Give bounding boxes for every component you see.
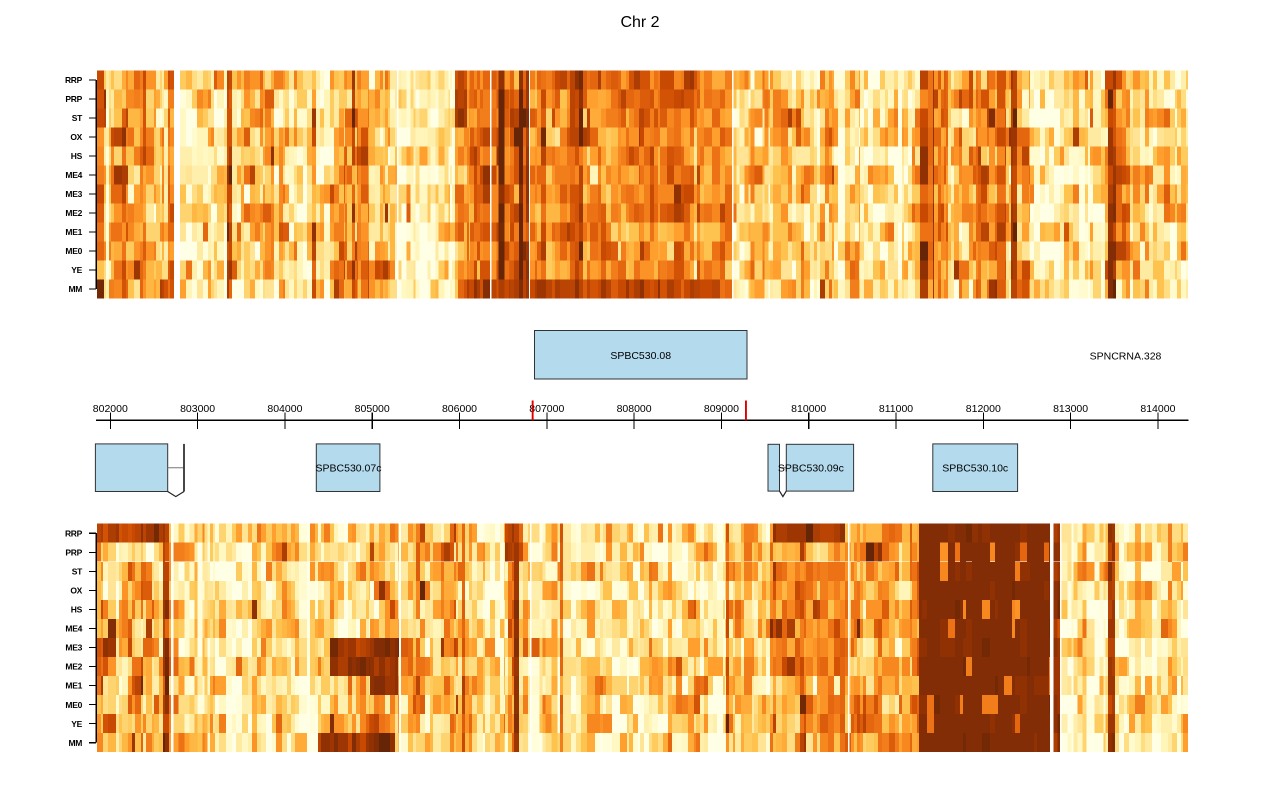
svg-text:RRP: RRP: [65, 75, 83, 85]
svg-text:MM: MM: [68, 284, 82, 294]
svg-text:805000: 805000: [355, 403, 390, 415]
svg-text:ME0: ME0: [65, 246, 82, 256]
svg-text:ME2: ME2: [65, 208, 82, 218]
svg-text:ST: ST: [72, 113, 83, 123]
svg-text:813000: 813000: [1053, 403, 1088, 415]
svg-text:HS: HS: [71, 605, 83, 615]
svg-text:807000: 807000: [529, 403, 564, 415]
svg-text:OX: OX: [70, 132, 82, 142]
svg-text:HS: HS: [71, 151, 83, 161]
svg-text:804000: 804000: [267, 403, 302, 415]
svg-text:806000: 806000: [442, 403, 477, 415]
svg-text:ME0: ME0: [65, 700, 82, 710]
svg-text:810000: 810000: [791, 403, 826, 415]
svg-text:ME2: ME2: [65, 662, 82, 672]
svg-text:SPBC530.09c: SPBC530.09c: [778, 463, 844, 475]
svg-text:OX: OX: [70, 586, 82, 596]
svg-text:PRP: PRP: [65, 548, 82, 558]
svg-text:Chr 2: Chr 2: [620, 14, 659, 31]
svg-text:MM: MM: [68, 738, 82, 748]
svg-text:YE: YE: [71, 719, 82, 729]
svg-text:PRP: PRP: [65, 94, 82, 104]
svg-text:ME1: ME1: [65, 681, 82, 691]
svg-text:809000: 809000: [704, 403, 739, 415]
svg-text:811000: 811000: [879, 403, 913, 415]
svg-text:ST: ST: [72, 567, 83, 577]
svg-text:812000: 812000: [966, 403, 1001, 415]
svg-text:ME3: ME3: [65, 189, 82, 199]
svg-text:ME1: ME1: [65, 227, 82, 237]
svg-text:SPNCRNA.328: SPNCRNA.328: [1090, 351, 1162, 363]
svg-text:ME4: ME4: [65, 170, 82, 180]
svg-text:814000: 814000: [1140, 403, 1175, 415]
svg-text:SPBC530.07c: SPBC530.07c: [316, 463, 382, 475]
svg-text:YE: YE: [71, 265, 82, 275]
svg-text:SPBC530.08: SPBC530.08: [610, 350, 671, 362]
svg-text:802000: 802000: [93, 403, 128, 415]
svg-text:ME3: ME3: [65, 643, 82, 653]
svg-text:RRP: RRP: [65, 528, 83, 538]
svg-text:803000: 803000: [180, 403, 215, 415]
svg-text:ME4: ME4: [65, 624, 82, 634]
svg-text:808000: 808000: [617, 403, 652, 415]
svg-text:SPBC530.10c: SPBC530.10c: [942, 463, 1008, 475]
